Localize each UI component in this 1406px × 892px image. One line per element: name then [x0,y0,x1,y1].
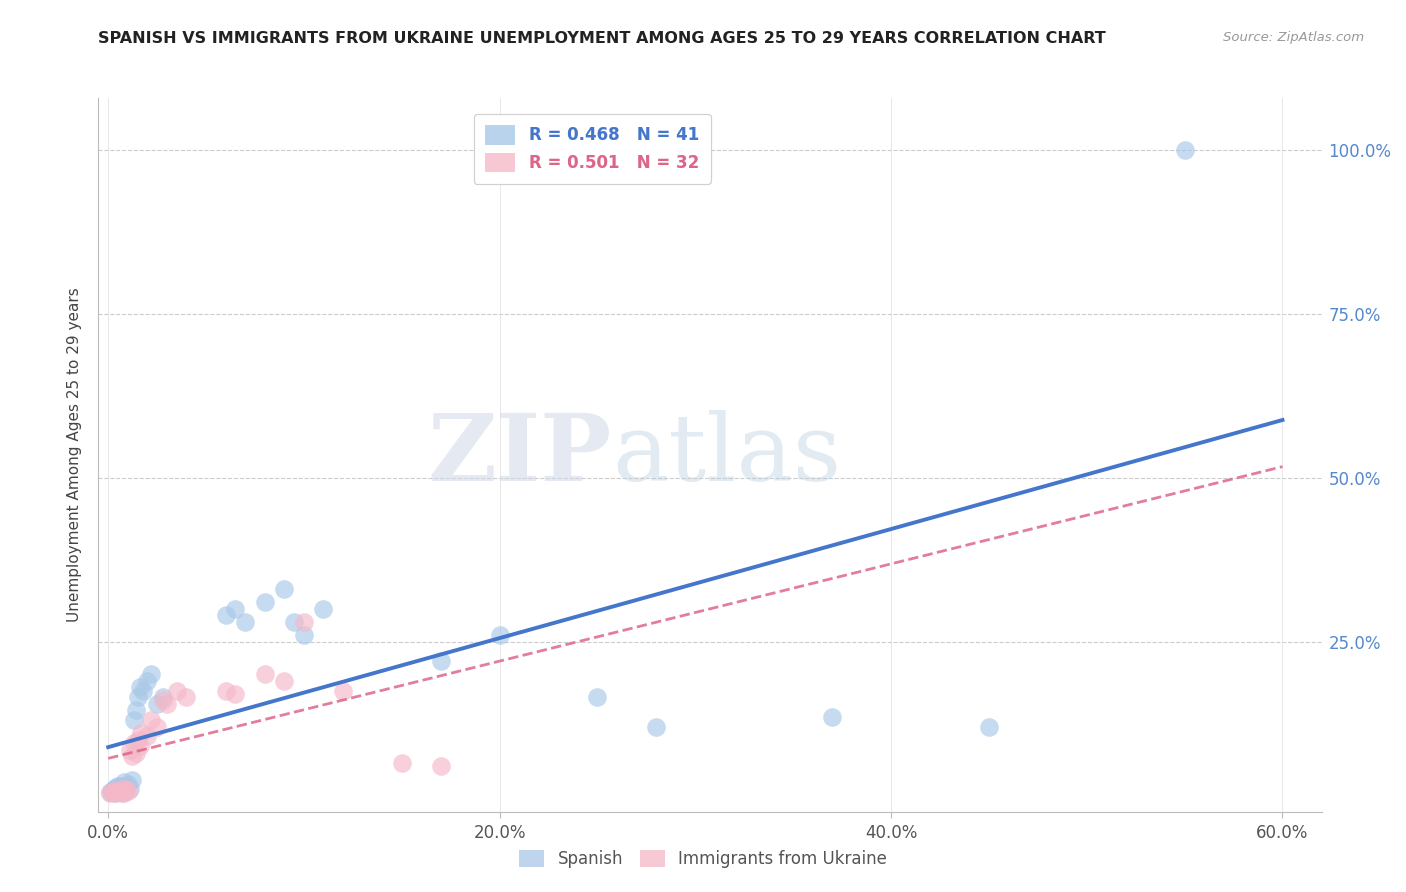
Legend: R = 0.468   N = 41, R = 0.501   N = 32: R = 0.468 N = 41, R = 0.501 N = 32 [474,113,710,184]
Y-axis label: Unemployment Among Ages 25 to 29 years: Unemployment Among Ages 25 to 29 years [67,287,83,623]
Point [127,732,149,747]
Legend: Spanish, Immigrants from Ukraine: Spanish, Immigrants from Ukraine [512,843,894,875]
Point [283,615,305,629]
Point [233,615,256,629]
Point [98,786,121,800]
Point [1174,144,1197,158]
Point [117,777,139,791]
Point [107,784,129,798]
Point [214,608,236,623]
Point [108,781,131,796]
Point [111,779,134,793]
Point [103,784,125,798]
Point [122,736,145,750]
Point [224,687,246,701]
Point [332,683,354,698]
Point [105,785,128,799]
Point [977,720,1000,734]
Point [176,690,198,705]
Point [488,628,510,642]
Point [273,582,295,596]
Point [224,601,246,615]
Point [112,775,135,789]
Point [118,781,141,796]
Point [146,720,169,734]
Point [105,780,128,794]
Point [128,681,150,695]
Text: SPANISH VS IMMIGRANTS FROM UKRAINE UNEMPLOYMENT AMONG AGES 25 TO 29 YEARS CORREL: SPANISH VS IMMIGRANTS FROM UKRAINE UNEMP… [98,31,1107,46]
Point [253,667,276,681]
Point [131,726,153,740]
Point [292,615,315,629]
Point [141,713,163,727]
Point [112,784,135,798]
Text: atlas: atlas [612,410,841,500]
Point [103,781,125,796]
Point [114,781,136,796]
Point [821,710,844,724]
Point [312,601,335,615]
Point [136,730,159,744]
Point [273,673,295,688]
Point [214,683,236,698]
Point [124,703,146,717]
Point [645,720,668,734]
Point [121,773,143,788]
Point [121,749,143,764]
Point [117,784,139,798]
Point [253,595,276,609]
Point [430,654,453,668]
Point [132,683,155,698]
Point [101,785,124,799]
Point [586,690,609,705]
Point [152,693,174,707]
Point [118,742,141,756]
Point [146,697,169,711]
Point [136,673,159,688]
Point [107,779,129,793]
Point [156,697,179,711]
Point [391,756,413,770]
Point [103,786,125,800]
Point [112,786,135,800]
Point [122,713,145,727]
Point [114,780,136,794]
Point [127,690,149,705]
Point [124,746,146,760]
Point [107,784,129,798]
Point [108,785,131,799]
Point [128,739,150,754]
Point [141,667,163,681]
Text: ZIP: ZIP [427,410,612,500]
Point [105,786,128,800]
Point [166,683,188,698]
Point [430,759,453,773]
Point [292,628,315,642]
Point [111,781,134,796]
Point [101,784,124,798]
Text: Source: ZipAtlas.com: Source: ZipAtlas.com [1223,31,1364,45]
Point [111,786,134,800]
Point [152,690,174,705]
Point [98,785,121,799]
